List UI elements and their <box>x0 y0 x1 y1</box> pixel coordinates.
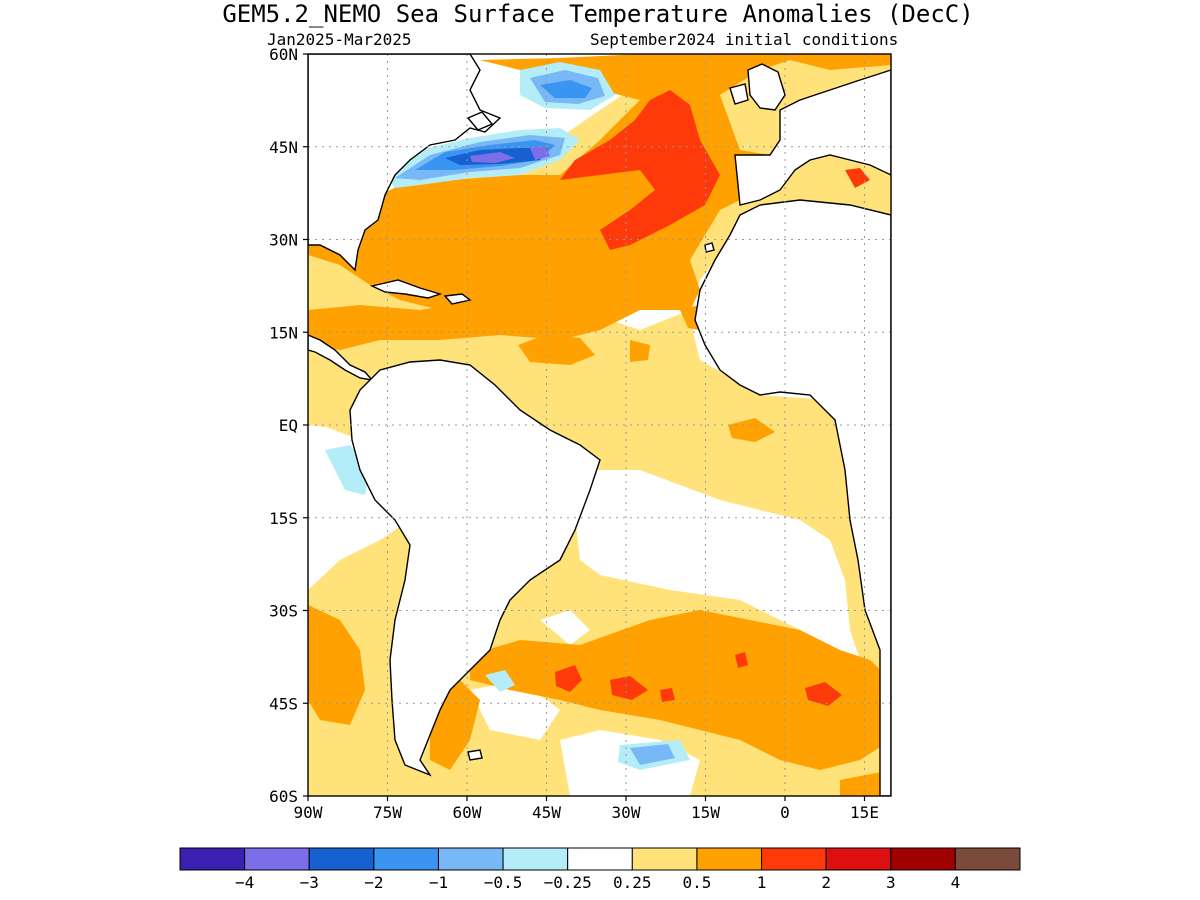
colorbar-label: −3 <box>300 873 319 892</box>
lon-tick-label: 15E <box>850 803 879 822</box>
africa <box>694 199 891 796</box>
lat-tick-label: 45N <box>269 138 298 157</box>
colorbar-swatch <box>890 847 956 871</box>
colorbar-label: −4 <box>235 873 254 892</box>
colorbar: −4 −3 −2 −1 −0.5 −0.25 0.25 0.5 1 2 3 4 <box>179 847 1021 892</box>
lat-tick-label: 30S <box>269 602 298 621</box>
colorbar-swatch <box>373 847 439 871</box>
colorbar-swatch <box>502 847 569 871</box>
central-america <box>308 334 374 382</box>
colorbar-swatches <box>179 847 1021 871</box>
colorbar-swatch <box>244 847 310 871</box>
newfoundland <box>466 111 494 131</box>
colorbar-label: 1 <box>757 873 767 892</box>
colorbar-swatch <box>308 847 375 871</box>
colorbar-label: −0.25 <box>544 873 592 892</box>
figure-title: GEM5.2_NEMO Sea Surface Temperature Anom… <box>222 0 973 28</box>
colorbar-label: 0.25 <box>613 873 652 892</box>
lon-tick-label: 90W <box>294 803 323 822</box>
map-panel: 60N 45N 30N 15N EQ 15S 30S 45S 60S 90W 75W 60W 45W 3… <box>269 45 892 822</box>
anomaly-1-2 <box>555 90 870 706</box>
canary-islands <box>704 242 715 253</box>
lat-tick-label: 45S <box>269 694 298 713</box>
continents <box>308 54 891 796</box>
lat-tick-label: 60S <box>269 787 298 806</box>
south-america <box>349 359 601 777</box>
lon-tick-label: 15W <box>691 803 720 822</box>
colorbar-label: 3 <box>886 873 896 892</box>
lat-tick-label: 60N <box>269 45 298 64</box>
lat-tick-label: 15N <box>269 323 298 342</box>
lon-tick-label: 75W <box>373 803 402 822</box>
colorbar-labels: −4 −3 −2 −1 −0.5 −0.25 0.25 0.5 1 2 3 4 <box>235 873 960 892</box>
north-america <box>308 54 502 272</box>
lat-tick-label: EQ <box>279 416 298 435</box>
colorbar-label: 4 <box>951 873 961 892</box>
cuba <box>369 279 443 299</box>
colorbar-label: 0.5 <box>682 873 711 892</box>
colorbar-swatch <box>761 847 827 871</box>
colorbar-label: 2 <box>821 873 831 892</box>
anomaly-neg-extreme <box>470 146 550 163</box>
ireland <box>729 83 749 105</box>
colorbar-swatch <box>437 847 504 871</box>
colorbar-label: −0.5 <box>484 873 523 892</box>
colorbar-label: −1 <box>429 873 448 892</box>
falklands <box>467 749 483 761</box>
colorbar-swatch <box>696 847 763 871</box>
forecast-period: Jan2025-Mar2025 <box>267 30 412 49</box>
longitude-labels: 90W 75W 60W 45W 30W 15W 0 15E <box>294 796 879 822</box>
latitude-labels: 60N 45N 30N 15N EQ 15S 30S 45S 60S <box>269 45 308 806</box>
lon-tick-label: 30W <box>612 803 641 822</box>
lon-tick-label: 45W <box>532 803 561 822</box>
lon-tick-label: 0 <box>780 803 790 822</box>
colorbar-swatch <box>567 847 633 871</box>
hispaniola <box>443 293 472 305</box>
colorbar-label: −2 <box>364 873 383 892</box>
lon-tick-label: 60W <box>453 803 482 822</box>
colorbar-swatch <box>179 847 246 871</box>
anomaly-0p5-1 <box>308 54 891 796</box>
lat-tick-label: 30N <box>269 231 298 250</box>
colorbar-swatch <box>954 847 1021 871</box>
british-isles <box>747 63 786 111</box>
europe <box>734 69 891 206</box>
initial-conditions: September2024 initial conditions <box>590 30 898 49</box>
colorbar-swatch <box>631 847 698 871</box>
colorbar-swatch <box>825 847 892 871</box>
lat-tick-label: 15S <box>269 509 298 528</box>
